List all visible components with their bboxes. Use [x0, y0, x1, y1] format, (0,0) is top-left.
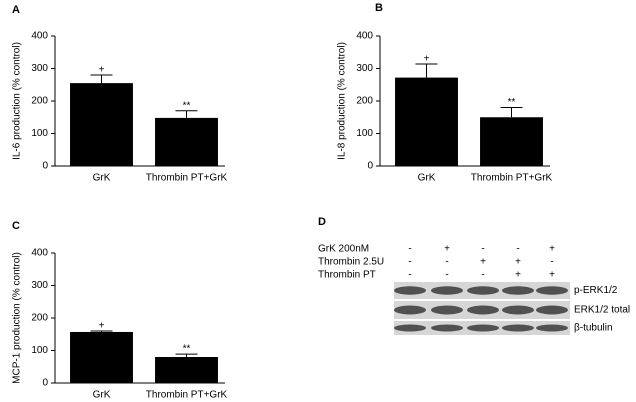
y-tick-label: 400	[31, 248, 48, 259]
condition-sign: +	[515, 257, 521, 268]
condition-sign: +	[549, 244, 555, 255]
x-tick-label: Thrombin PT+GrK	[146, 173, 228, 184]
blot-band	[467, 286, 499, 295]
panel-label: C	[12, 220, 20, 232]
condition-label: Thrombin PT	[318, 270, 376, 281]
significance-label: +	[424, 54, 430, 65]
y-tick-label: 200	[356, 96, 373, 107]
significance-label: **	[183, 344, 191, 355]
condition-sign: -	[481, 270, 484, 281]
y-tick-label: 0	[42, 161, 48, 172]
error-bar	[90, 74, 113, 84]
error-bar	[500, 107, 523, 118]
y-tick-label: 100	[356, 128, 373, 139]
blot-band	[536, 286, 568, 295]
condition-sign: +	[480, 257, 486, 268]
y-tick-label: 300	[31, 63, 48, 74]
band-label: p-ERK1/2	[574, 285, 618, 296]
blot-band	[431, 324, 463, 332]
blot-band	[502, 324, 534, 332]
condition-sign: +	[515, 270, 521, 281]
condition-sign: +	[444, 244, 450, 255]
band-label: ERK1/2 total	[574, 305, 630, 316]
blot-band	[467, 305, 499, 315]
y-tick-label: 100	[31, 345, 48, 356]
blot-band	[536, 305, 568, 315]
blot-band	[394, 324, 426, 332]
blot-band	[394, 305, 426, 315]
y-axis-label: IL-6 production (% control)	[12, 42, 23, 160]
significance-label: **	[508, 97, 516, 108]
y-tick-label: 300	[356, 63, 373, 74]
blot-band	[394, 286, 426, 295]
condition-sign: -	[550, 257, 553, 268]
bar	[480, 117, 543, 166]
y-tick-label: 400	[356, 31, 373, 42]
error-bar	[175, 110, 198, 118]
blot-band	[431, 305, 463, 315]
significance-label: +	[99, 65, 105, 76]
y-axis-label: MCP-1 production (% control)	[12, 252, 23, 384]
blot-band	[467, 324, 499, 332]
blot-band	[431, 286, 463, 295]
panel-label: A	[12, 4, 20, 16]
condition-sign: +	[549, 270, 555, 281]
error-bar	[415, 63, 438, 78]
x-tick-label: Thrombin PT+GrK	[471, 173, 553, 184]
y-tick-label: 100	[31, 128, 48, 139]
y-tick-label: 0	[367, 161, 373, 172]
y-tick-label: 200	[31, 96, 48, 107]
bar	[155, 357, 218, 383]
y-tick-label: 300	[31, 280, 48, 291]
band-label: β-tubulin	[574, 323, 613, 334]
y-axis-label: IL-8 production (% control)	[337, 42, 348, 160]
bar	[155, 117, 218, 166]
blot-band	[502, 286, 534, 295]
blot-band	[536, 324, 568, 332]
blot-band	[502, 305, 534, 315]
condition-sign: -	[445, 270, 448, 281]
y-tick-label: 400	[31, 31, 48, 42]
condition-sign: -	[408, 270, 411, 281]
error-bar	[90, 330, 113, 332]
panel-label: D	[318, 216, 326, 228]
x-tick-label: GrK	[418, 173, 436, 184]
condition-label: GrK 200nM	[318, 244, 369, 255]
condition-sign: -	[408, 257, 411, 268]
bar	[395, 77, 458, 166]
condition-sign: -	[445, 257, 448, 268]
condition-sign: -	[408, 244, 411, 255]
condition-sign: -	[516, 244, 519, 255]
x-tick-label: Thrombin PT+GrK	[146, 390, 228, 401]
condition-sign: -	[481, 244, 484, 255]
y-tick-label: 200	[31, 313, 48, 324]
error-bar	[175, 353, 198, 357]
condition-label: Thrombin 2.5U	[318, 257, 384, 268]
panel-label: B	[375, 2, 383, 14]
bar	[70, 331, 133, 383]
y-tick-label: 0	[42, 378, 48, 389]
x-tick-label: GrK	[93, 173, 111, 184]
significance-label: +	[99, 321, 105, 332]
bar	[70, 83, 133, 166]
x-tick-label: GrK	[93, 390, 111, 401]
significance-label: **	[183, 100, 191, 111]
